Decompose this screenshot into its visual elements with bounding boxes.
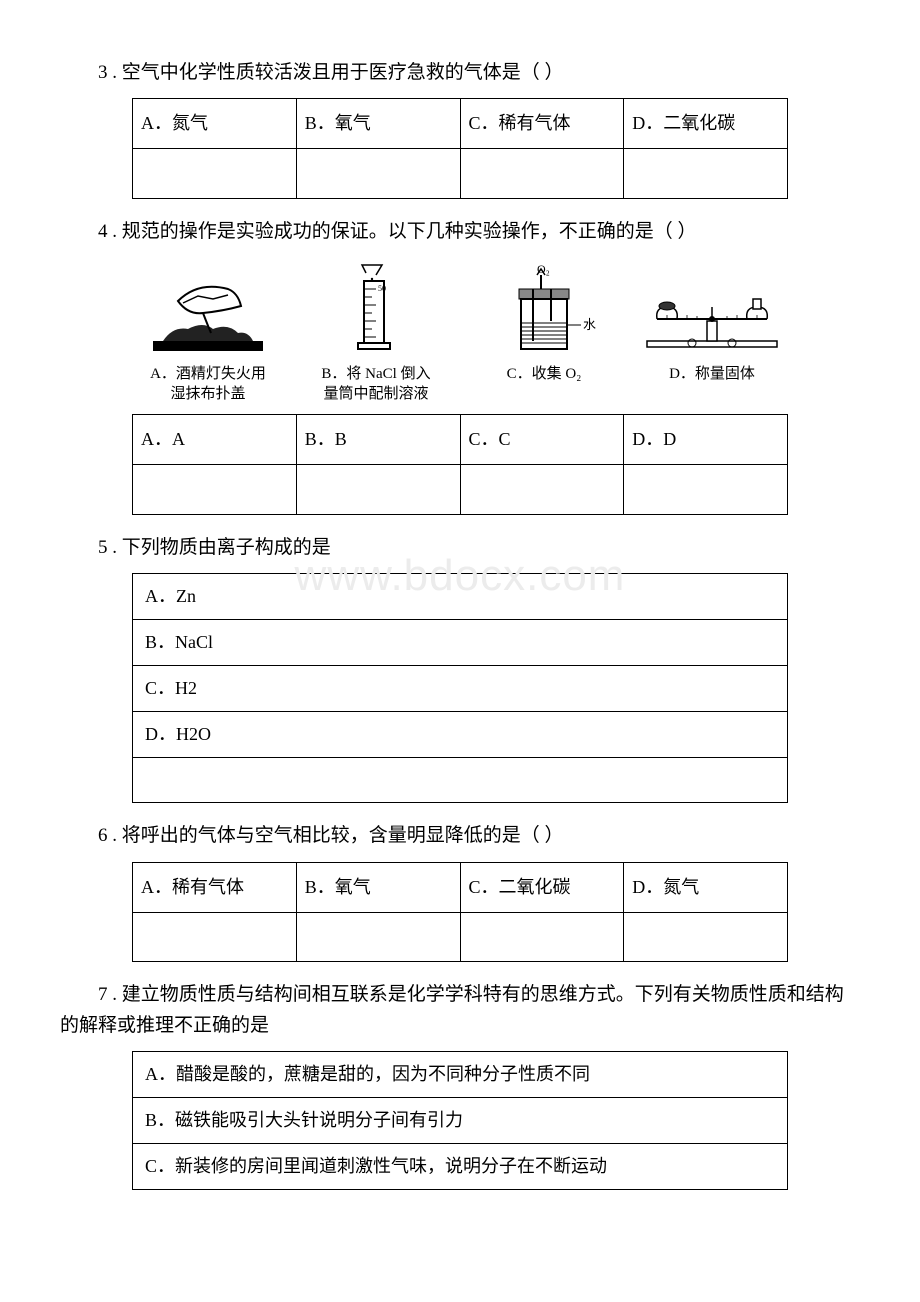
question-7-text: 7 . 建立物质性质与结构间相互联系是化学学科特有的思维方式。下列有关物质性质和…: [60, 980, 860, 1041]
q3-opt-a: A．氮气: [133, 99, 297, 149]
question-4-options-table: A．A B．B C．C D．D: [132, 414, 788, 515]
q4-cap-a: A．酒精灯失火用 湿抹布扑盖: [127, 365, 288, 404]
q6-opt-b: B．氧气: [296, 862, 460, 912]
q6-opt-c: C．二氧化碳: [460, 862, 624, 912]
q4-fig-c: O₂ 水: [463, 261, 624, 361]
svg-text:50: 50: [378, 284, 386, 293]
q4-cap-c: C．收集 O₂: [463, 365, 624, 404]
q3-opt-d: D．二氧化碳: [624, 99, 788, 149]
question-4-text: 4 . 规范的操作是实验成功的保证。以下几种实验操作，不正确的是（ ）: [60, 217, 860, 247]
question-3-options-table: A．氮气 B．氧气 C．稀有气体 D．二氧化碳: [132, 98, 788, 199]
graduated-cylinder-icon: 50: [336, 261, 416, 361]
question-5-text: 5 . 下列物质由离子构成的是: [60, 533, 860, 563]
q4-figure-row: 50 O₂ 水: [124, 261, 796, 361]
question-6-text: 6 . 将呼出的气体与空气相比较，含量明显降低的是（ ）: [60, 821, 860, 851]
q3-opt-c: C．稀有气体: [460, 99, 624, 149]
q3-opt-b: B．氧气: [296, 99, 460, 149]
q4-fig-b: 50: [295, 261, 456, 361]
q4-cap-b: B．将 NaCl 倒入 量筒中配制溶液: [295, 365, 456, 404]
q5-opt-c: C．H2: [133, 665, 788, 711]
q5-opt-b: B．NaCl: [133, 620, 788, 666]
q4-caption-row: A．酒精灯失火用 湿抹布扑盖 B．将 NaCl 倒入 量筒中配制溶液 C．收集 …: [124, 365, 796, 404]
question-6-options-table: A．稀有气体 B．氧气 C．二氧化碳 D．氮气: [132, 862, 788, 963]
q7-opt-a: A．醋酸是酸的，蔗糖是甜的，因为不同种分子性质不同: [133, 1052, 788, 1098]
gas-collection-icon: O₂ 水: [479, 261, 609, 361]
q4-fig-a: [127, 271, 288, 361]
q4-opt-a: A．A: [133, 415, 297, 465]
q5-opt-d: D．H2O: [133, 711, 788, 757]
q7-opt-c: C．新装修的房间里闻道刺激性气味，说明分子在不断运动: [133, 1143, 788, 1189]
q4-opt-d: D．D: [624, 415, 788, 465]
water-label: 水: [583, 317, 596, 332]
question-7-options-table: A．醋酸是酸的，蔗糖是甜的，因为不同种分子性质不同 B．磁铁能吸引大头针说明分子…: [132, 1051, 788, 1189]
q6-opt-d: D．氮气: [624, 862, 788, 912]
balance-scale-icon: [637, 271, 787, 361]
q4-opt-b: B．B: [296, 415, 460, 465]
q4-opt-c: C．C: [460, 415, 624, 465]
alcohol-lamp-cloth-icon: [143, 271, 273, 361]
q4-cap-d: D．称量固体: [631, 365, 792, 404]
question-3-text: 3 . 空气中化学性质较活泼且用于医疗急救的气体是（ ）: [60, 58, 860, 88]
q4-fig-d: [631, 271, 792, 361]
q6-opt-a: A．稀有气体: [133, 862, 297, 912]
q7-opt-b: B．磁铁能吸引大头针说明分子间有引力: [133, 1097, 788, 1143]
